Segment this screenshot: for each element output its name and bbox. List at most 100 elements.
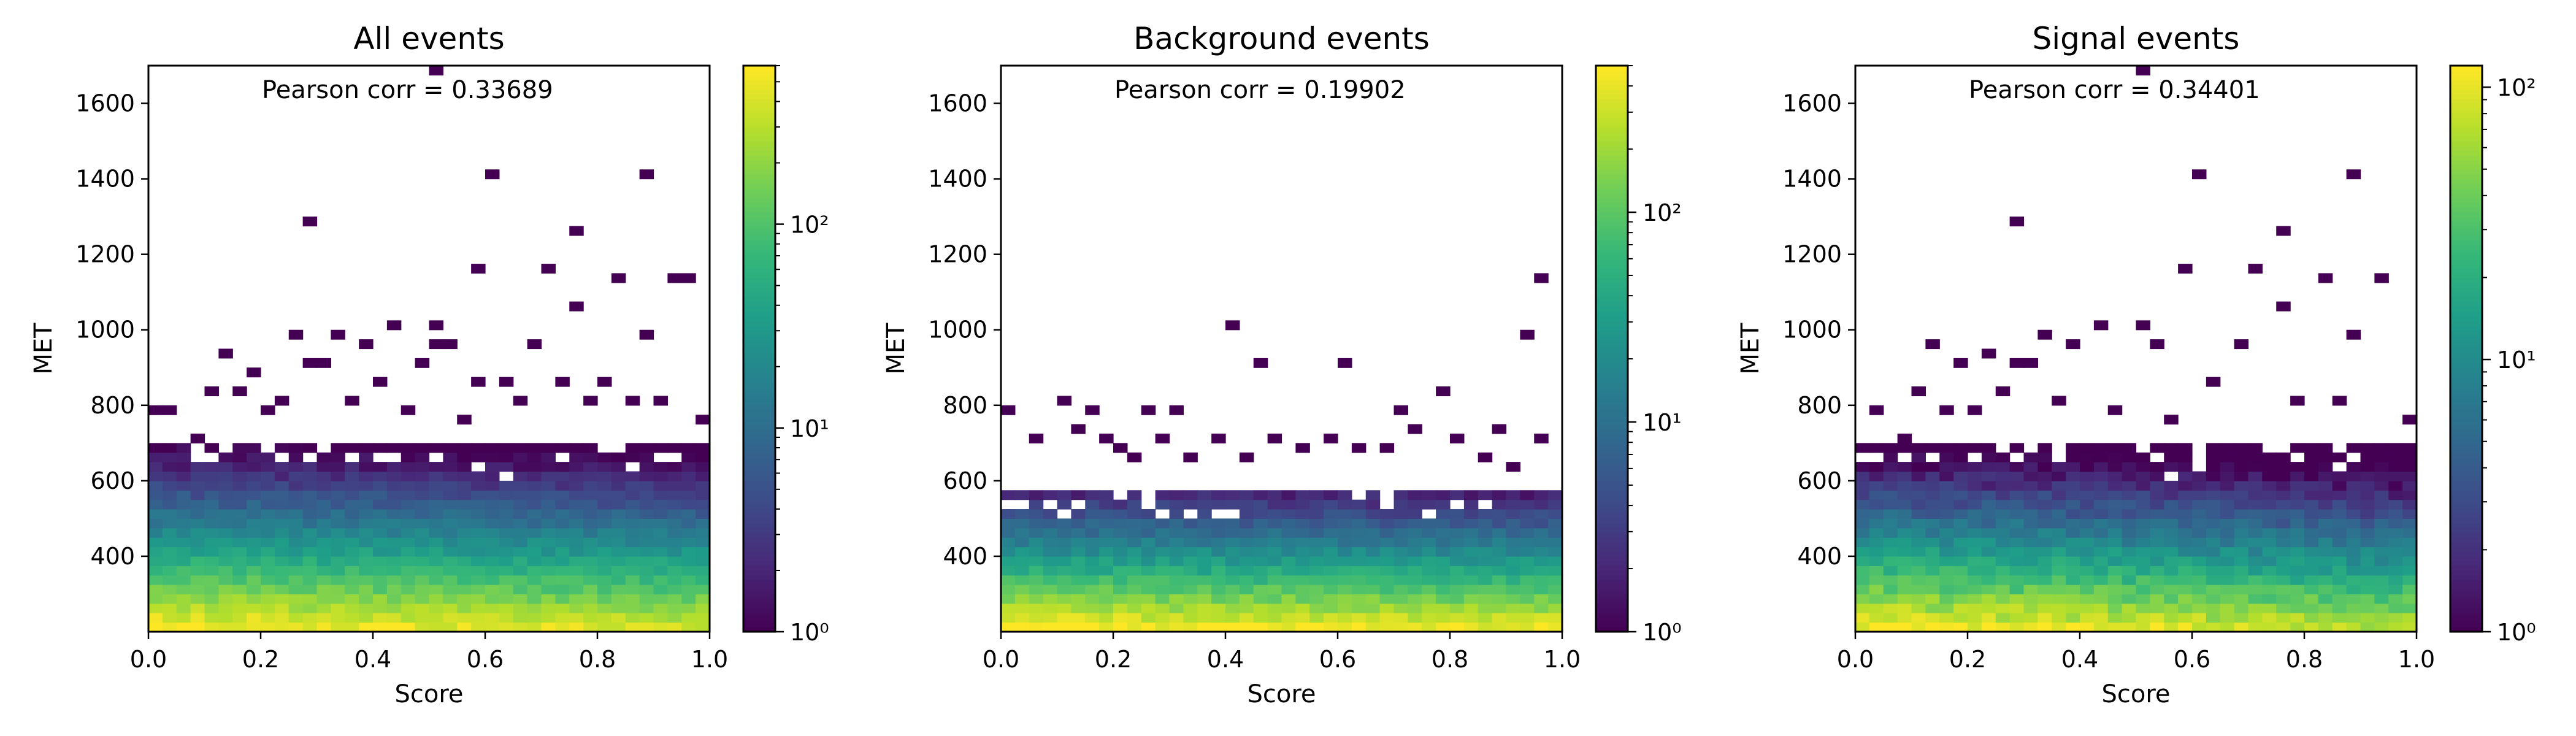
chart-title: All events bbox=[353, 21, 504, 56]
heatmap-cell bbox=[513, 565, 528, 576]
heatmap-cell bbox=[667, 462, 682, 472]
heatmap-cell bbox=[583, 443, 598, 453]
heatmap-cell bbox=[1478, 537, 1493, 548]
colorbar-segment bbox=[743, 480, 775, 486]
heatmap-cell bbox=[583, 603, 598, 613]
heatmap-cell bbox=[1379, 556, 1395, 566]
colorbar-segment bbox=[743, 358, 775, 364]
heatmap-cell bbox=[2037, 546, 2052, 557]
colorbar-segment bbox=[2450, 169, 2482, 175]
heatmap-cell bbox=[2332, 452, 2347, 462]
colorbar-segment bbox=[1596, 174, 1628, 180]
heatmap-cell bbox=[1492, 565, 1507, 576]
colorbar-segment bbox=[743, 518, 775, 524]
heatmap-cell bbox=[2136, 585, 2150, 595]
heatmap-cell bbox=[1043, 585, 1058, 595]
heatmap-cell bbox=[1534, 509, 1549, 519]
heatmap-cell bbox=[555, 499, 570, 510]
heatmap-cell-sparse bbox=[1099, 433, 1114, 443]
heatmap-cell bbox=[316, 452, 331, 462]
heatmap-cell bbox=[2206, 527, 2221, 538]
colorbar-segment bbox=[1596, 306, 1628, 312]
heatmap-cell-sparse bbox=[2009, 217, 2025, 227]
heatmap-cell bbox=[2192, 490, 2207, 500]
heatmap-cell bbox=[359, 462, 374, 472]
colorbar-tick-label: 10⁰ bbox=[790, 619, 829, 646]
heatmap-cell bbox=[457, 594, 472, 604]
heatmap-cell bbox=[148, 546, 163, 557]
heatmap-cell bbox=[2402, 603, 2417, 613]
heatmap-cell bbox=[471, 613, 486, 623]
heatmap-cell bbox=[288, 499, 304, 510]
heatmap-cell bbox=[2037, 603, 2052, 613]
heatmap-cell bbox=[218, 575, 233, 585]
heatmap-cell bbox=[302, 480, 318, 491]
heatmap-cell bbox=[288, 480, 304, 491]
heatmap-cell bbox=[1869, 471, 1884, 481]
heatmap-cell bbox=[247, 452, 261, 462]
heatmap-cell bbox=[1127, 546, 1142, 557]
plot-frame bbox=[1854, 64, 2418, 633]
colorbar-segment bbox=[2450, 122, 2482, 128]
heatmap-cell bbox=[2276, 565, 2291, 576]
heatmap-cell bbox=[1014, 613, 1030, 623]
colorbar-segment bbox=[743, 466, 775, 472]
heatmap-cell bbox=[1953, 556, 1968, 566]
heatmap-cell bbox=[1981, 452, 1996, 462]
x-tick-label: 0.4 bbox=[1207, 646, 1244, 673]
colorbar-segment bbox=[2450, 353, 2482, 359]
heatmap-cell bbox=[653, 585, 668, 595]
heatmap-cell-sparse bbox=[2402, 415, 2417, 425]
colorbar-segment bbox=[2450, 188, 2482, 194]
y-tick-label: 600 bbox=[90, 467, 135, 494]
heatmap-cell bbox=[696, 499, 710, 510]
heatmap-cell-sparse bbox=[1113, 443, 1128, 453]
heatmap-cell bbox=[2402, 490, 2417, 500]
heatmap-cell bbox=[485, 603, 500, 613]
heatmap-cell bbox=[232, 509, 247, 519]
heatmap-cell bbox=[190, 499, 205, 510]
heatmap-cell bbox=[218, 565, 233, 576]
heatmap-cell bbox=[415, 490, 430, 500]
heatmap-cell bbox=[485, 471, 500, 481]
heatmap-cell bbox=[2374, 518, 2389, 529]
heatmap-cell bbox=[331, 594, 345, 604]
heatmap-cell bbox=[471, 575, 486, 585]
colorbar-segment bbox=[1596, 268, 1628, 274]
heatmap-cell bbox=[513, 594, 528, 604]
heatmap-cell bbox=[2037, 585, 2052, 595]
heatmap-cell bbox=[1968, 565, 1982, 576]
heatmap-cell bbox=[1393, 490, 1408, 500]
heatmap-cell bbox=[2332, 622, 2347, 632]
heatmap-cell bbox=[2122, 527, 2137, 538]
colorbar-segment bbox=[2450, 278, 2482, 283]
heatmap-cell bbox=[2290, 556, 2305, 566]
colorbar-segment bbox=[743, 575, 775, 580]
colorbar-segment bbox=[2450, 415, 2482, 420]
colorbar-segment bbox=[1596, 429, 1628, 434]
heatmap-cell bbox=[485, 509, 500, 519]
heatmap-cell bbox=[2402, 613, 2417, 623]
heatmap-cell bbox=[443, 490, 458, 500]
heatmap-cell bbox=[1155, 499, 1170, 510]
colorbar-segment bbox=[2450, 145, 2482, 151]
heatmap-cell bbox=[1014, 556, 1030, 566]
heatmap-cell bbox=[401, 622, 416, 632]
colorbar-segment bbox=[1596, 523, 1628, 529]
heatmap-cell bbox=[1393, 537, 1408, 548]
heatmap-cell bbox=[2107, 499, 2123, 510]
heatmap-cell-sparse bbox=[331, 329, 345, 340]
heatmap-cell bbox=[2009, 462, 2025, 472]
y-tick-label: 400 bbox=[90, 543, 135, 570]
heatmap-cell bbox=[274, 622, 289, 632]
colorbar-segment bbox=[2450, 433, 2482, 439]
colorbar-segment bbox=[743, 565, 775, 571]
heatmap-cell bbox=[429, 575, 443, 585]
heatmap-cell bbox=[1351, 518, 1367, 529]
colorbar-segment bbox=[1596, 122, 1628, 128]
heatmap-cell bbox=[1338, 490, 1352, 500]
heatmap-cell bbox=[316, 546, 331, 557]
heatmap-cell bbox=[1953, 471, 1968, 481]
heatmap-cell bbox=[2374, 594, 2389, 604]
heatmap-cell bbox=[1379, 622, 1395, 632]
